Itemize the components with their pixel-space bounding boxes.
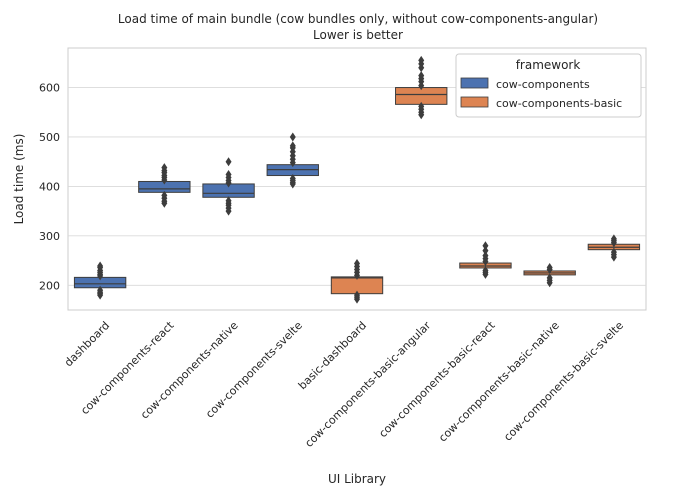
y-tick-600: 600 [39,82,60,95]
outlier-cow-components-react-3 [161,190,168,200]
y-tick-500: 500 [39,131,60,144]
box-basic-dashboard [330,259,384,304]
x-tick-cow-components-basic-native: cow-components-basic-native [436,319,562,445]
chart-subtitle: Lower is better [313,28,403,42]
x-tick-cow-components-basic-angular: cow-components-basic-angular [302,319,433,450]
y-tick-400: 400 [39,180,60,193]
x-tick-basic-dashboard: basic-dashboard [296,319,369,392]
box-cow-components-svelte [266,132,319,189]
box-cow-components-react [138,163,191,208]
outlier-cow-components-basic-svelte-2 [610,247,617,257]
box-cow-components-native [202,157,255,216]
outlier-cow-components-native-9 [225,157,232,167]
x-axis-label: UI Library [328,472,386,486]
x-tick-labels: dashboardcow-components-reactcow-compone… [62,318,626,449]
legend-frame [455,53,642,118]
y-axis-label: Load time (ms) [12,134,26,225]
outlier-cow-components-native-4 [225,196,232,206]
box-cow-components-basic-native [523,262,576,288]
y-tick-200: 200 [39,279,60,292]
legend-swatch-cow-components-basic [460,96,489,108]
y-tick-300: 300 [39,230,60,243]
legend-label-cow-components: cow-components [496,78,590,91]
legend-swatch-cow-components [460,77,489,89]
outlier-basic-dashboard-2 [354,290,360,300]
outlier-cow-components-basic-native-2 [546,273,553,283]
x-tick-cow-components-basic-react: cow-components-basic-react [376,318,498,440]
outlier-dashboard-3 [97,285,104,295]
box-cow-components-basic-svelte [587,234,641,262]
legend: framework cow-components cow-components-… [455,53,642,118]
outlier-cow-components-native-8 [225,170,232,180]
box-cow-components-basic-react [459,241,512,279]
chart-title: Load time of main bundle (cow bundles on… [118,12,598,26]
outlier-cow-components-svelte-3 [289,174,296,184]
outlier-cow-components-basic-react-6 [482,246,489,256]
outlier-cow-components-react-9 [161,163,168,173]
outlier-cow-components-basic-svelte-5 [610,234,617,244]
outlier-cow-components-basic-native-4 [546,262,553,272]
outlier-cow-components-basic-angular-3 [418,101,425,111]
outlier-cow-components-basic-react-2 [482,265,489,275]
outlier-cow-components-basic-angular-7 [418,71,425,81]
outlier-dashboard-9 [97,261,104,271]
box-dashboard [73,261,127,300]
legend-title: framework [516,58,581,72]
outlier-basic-dashboard-7 [354,259,360,269]
outlier-cow-components-basic-angular-10 [418,55,425,65]
outlier-cow-components-basic-react-5 [482,251,489,261]
x-tick-dashboard: dashboard [62,319,112,369]
boxes [73,55,641,304]
legend-label-cow-components-basic: cow-components-basic [496,97,622,110]
y-tick-labels: 200 300 400 500 600 [39,82,60,293]
outlier-cow-components-basic-react-7 [482,241,489,251]
outlier-cow-components-svelte-9 [289,141,296,151]
box-cow-components-basic-angular [395,55,448,120]
x-tick-cow-components-basic-svelte: cow-components-basic-svelte [501,319,626,444]
outlier-cow-components-svelte-10 [289,132,296,142]
